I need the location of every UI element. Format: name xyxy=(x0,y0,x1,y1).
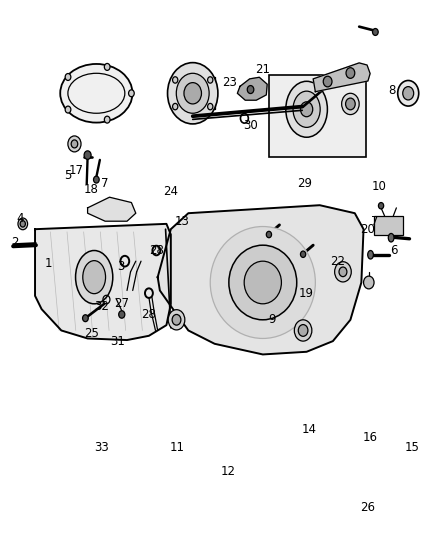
Polygon shape xyxy=(313,63,370,92)
Text: 23: 23 xyxy=(223,76,237,89)
Text: 25: 25 xyxy=(85,327,99,340)
Ellipse shape xyxy=(300,102,313,117)
Ellipse shape xyxy=(346,98,355,110)
Text: 2: 2 xyxy=(11,236,19,249)
Ellipse shape xyxy=(398,80,419,106)
Ellipse shape xyxy=(68,136,81,152)
Text: 17: 17 xyxy=(69,164,84,177)
Polygon shape xyxy=(173,77,215,109)
Polygon shape xyxy=(88,197,136,221)
Text: 3: 3 xyxy=(117,260,124,273)
Ellipse shape xyxy=(229,245,297,320)
Ellipse shape xyxy=(286,81,327,137)
Ellipse shape xyxy=(104,116,110,123)
Ellipse shape xyxy=(20,221,25,227)
Ellipse shape xyxy=(168,310,185,330)
Ellipse shape xyxy=(346,68,355,78)
Text: 11: 11 xyxy=(170,441,185,454)
Text: 7: 7 xyxy=(101,177,109,190)
Text: 5: 5 xyxy=(64,169,71,182)
Ellipse shape xyxy=(372,29,378,35)
Ellipse shape xyxy=(208,103,213,110)
Text: 32: 32 xyxy=(95,300,110,313)
Ellipse shape xyxy=(119,311,125,318)
Text: 9: 9 xyxy=(268,313,276,326)
Text: 16: 16 xyxy=(363,431,378,443)
Ellipse shape xyxy=(84,151,91,159)
Ellipse shape xyxy=(83,261,106,294)
Text: 13: 13 xyxy=(174,215,189,228)
Ellipse shape xyxy=(167,63,218,124)
Ellipse shape xyxy=(104,63,110,70)
Ellipse shape xyxy=(339,267,347,277)
Ellipse shape xyxy=(364,276,374,289)
Ellipse shape xyxy=(244,261,281,304)
Ellipse shape xyxy=(323,76,332,87)
Text: 22: 22 xyxy=(330,255,345,268)
Ellipse shape xyxy=(71,140,78,148)
Ellipse shape xyxy=(173,103,178,110)
Ellipse shape xyxy=(247,85,254,94)
Text: 6: 6 xyxy=(390,244,398,257)
Ellipse shape xyxy=(298,325,308,336)
Ellipse shape xyxy=(368,251,373,259)
Text: 28: 28 xyxy=(149,244,164,257)
Polygon shape xyxy=(35,224,171,340)
Text: 21: 21 xyxy=(255,63,270,76)
Text: 8: 8 xyxy=(389,84,396,97)
Bar xyxy=(269,75,366,157)
Text: 12: 12 xyxy=(220,465,235,478)
Ellipse shape xyxy=(18,218,28,230)
Text: 30: 30 xyxy=(243,119,258,132)
Text: 14: 14 xyxy=(301,423,316,435)
Ellipse shape xyxy=(82,314,88,321)
Ellipse shape xyxy=(129,90,134,96)
Text: 1: 1 xyxy=(44,257,52,270)
Polygon shape xyxy=(158,205,364,354)
Text: 19: 19 xyxy=(299,287,314,300)
Text: 33: 33 xyxy=(94,441,109,454)
Bar xyxy=(374,216,403,235)
Polygon shape xyxy=(237,77,267,100)
Ellipse shape xyxy=(300,251,306,257)
Ellipse shape xyxy=(173,77,178,83)
Text: 7: 7 xyxy=(371,215,378,228)
Text: 10: 10 xyxy=(371,180,386,193)
Text: 20: 20 xyxy=(360,223,375,236)
Text: 29: 29 xyxy=(297,177,312,190)
Text: 26: 26 xyxy=(360,501,375,514)
Ellipse shape xyxy=(176,73,209,114)
Text: 15: 15 xyxy=(404,441,419,454)
Ellipse shape xyxy=(76,251,113,304)
Ellipse shape xyxy=(389,233,394,242)
Text: 31: 31 xyxy=(110,335,125,348)
Ellipse shape xyxy=(60,64,132,123)
Text: 18: 18 xyxy=(84,183,99,196)
Ellipse shape xyxy=(266,231,272,238)
Ellipse shape xyxy=(335,262,351,282)
Ellipse shape xyxy=(172,314,181,325)
Text: 24: 24 xyxy=(163,185,178,198)
Text: 28: 28 xyxy=(141,308,156,321)
Ellipse shape xyxy=(293,91,320,127)
Ellipse shape xyxy=(184,83,201,104)
Ellipse shape xyxy=(65,74,71,80)
Ellipse shape xyxy=(342,93,359,115)
Ellipse shape xyxy=(210,227,315,338)
Text: 27: 27 xyxy=(114,297,129,310)
Ellipse shape xyxy=(294,320,312,341)
Ellipse shape xyxy=(94,176,99,183)
Ellipse shape xyxy=(65,106,71,113)
Text: 4: 4 xyxy=(16,212,24,225)
Ellipse shape xyxy=(403,86,413,100)
Ellipse shape xyxy=(208,77,213,83)
Ellipse shape xyxy=(378,203,384,209)
